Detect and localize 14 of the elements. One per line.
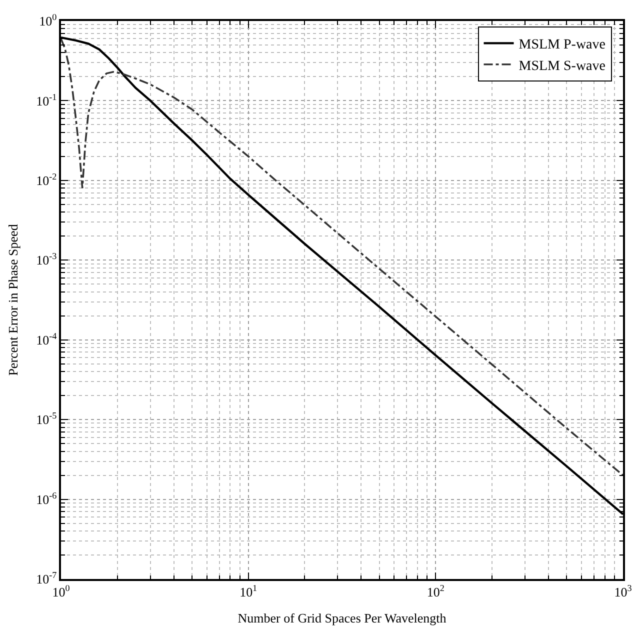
x-tick-label: 10$^{1}$ (240, 582, 258, 600)
legend-label: MSLM P-wave (518, 38, 606, 53)
y-tick-label: 10$^{-5}$ (36, 410, 58, 428)
y-tick-label: 10$^{-2}$ (36, 172, 58, 188)
y-tick-label: 10$^{-3}$ (36, 251, 58, 268)
x-axis-title: Number of Grid Spaces Per Wavelength (238, 610, 447, 626)
x-tick-label: 10$^{3}$ (614, 582, 632, 600)
y-tick-label: 10$^{-6}$ (36, 490, 58, 507)
legend-label: MSLM S-wave (518, 58, 606, 74)
y-axis-title: Percent Error in Phase Speed (6, 224, 21, 376)
x-tick-label: 10$^{2}$ (426, 582, 445, 600)
y-tick-label: 10$^{0}$ (39, 12, 58, 29)
y-tick-label: 10$^{-1}$ (36, 92, 57, 108)
y-tick-label: 10$^{-4}$ (36, 330, 58, 348)
